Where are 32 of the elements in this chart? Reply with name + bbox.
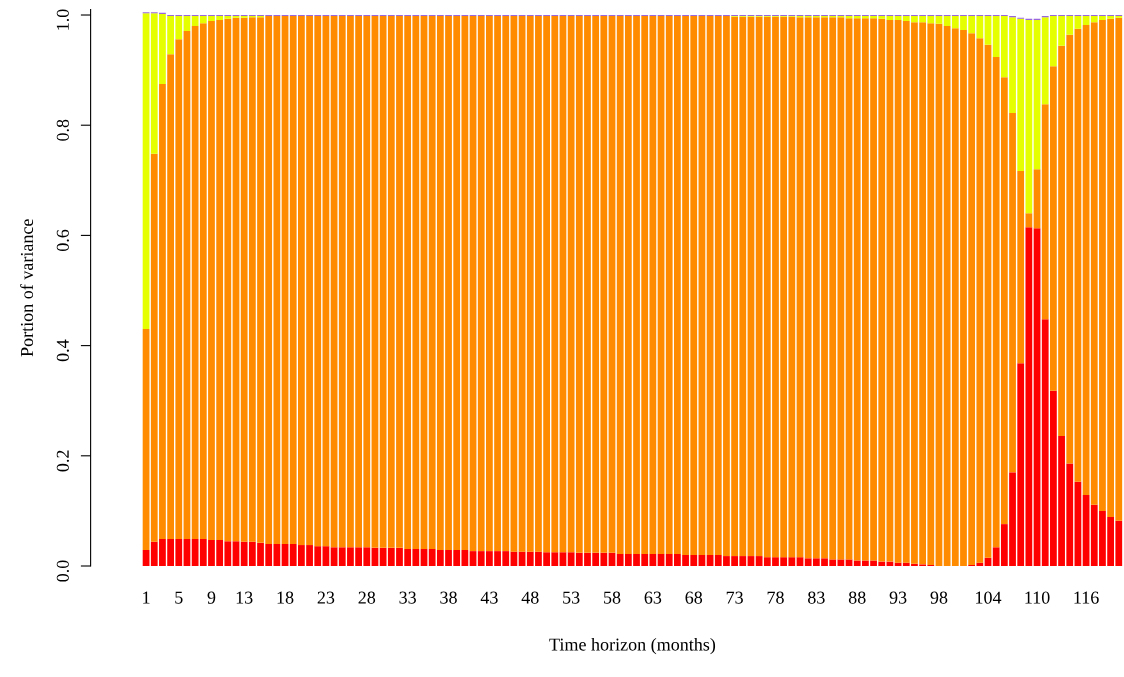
x-tick-label: 88: [848, 591, 866, 604]
x-tick-label: 73: [726, 591, 743, 604]
x-tick-label: 38: [440, 591, 457, 604]
x-tick-label: 48: [521, 591, 539, 604]
y-tick-label: 0.4: [56, 339, 69, 362]
y-tick-label: 0.6: [56, 229, 69, 252]
x-tick-label: 68: [685, 591, 703, 604]
x-tick-label: 116: [1074, 591, 1099, 604]
x-tick-label: 33: [399, 591, 416, 604]
x-tick-label: 104: [976, 591, 1002, 604]
x-tick-label: 18: [277, 591, 294, 604]
x-tick-label: 5: [175, 591, 183, 604]
x-axis-title: Time horizon (months): [549, 637, 716, 655]
x-tick-label: 28: [358, 591, 376, 604]
x-tick-label: 13: [236, 591, 253, 604]
x-tick-label: 23: [317, 591, 335, 604]
x-tick-label: 53: [563, 591, 580, 604]
x-tick-label: 98: [930, 591, 948, 604]
y-tick-label: 0.0: [56, 560, 69, 582]
y-tick-label: 0.2: [56, 450, 69, 472]
y-tick-label: 0.8: [56, 119, 69, 141]
y-tick-label: 1.0: [56, 9, 69, 30]
x-tick-label: 110: [1025, 591, 1050, 604]
x-tick-label: 58: [604, 591, 621, 604]
x-tick-label: 93: [889, 591, 907, 604]
x-tick-label: 9: [207, 591, 216, 604]
x-tick-label: 83: [808, 591, 825, 604]
x-tick-label: 63: [644, 591, 662, 604]
x-tick-label: 78: [767, 591, 784, 604]
x-tick-label: 43: [480, 591, 498, 604]
y-axis-title: Portion of variance: [20, 219, 34, 357]
x-tick-label: 1: [143, 591, 150, 604]
